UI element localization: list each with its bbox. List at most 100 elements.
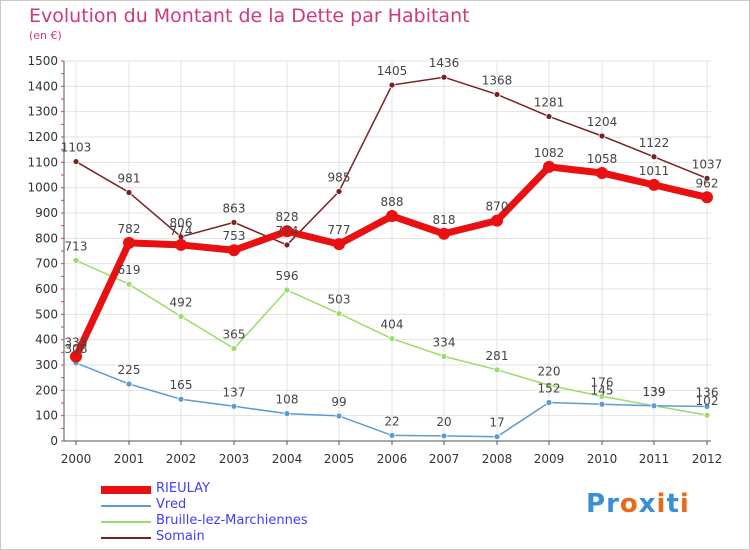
y-tick-label: 600 (35, 282, 58, 296)
y-tick-label: 1300 (27, 105, 58, 119)
y-tick-label: 1500 (27, 54, 58, 68)
data-point (493, 366, 501, 374)
data-point (386, 210, 398, 223)
x-tick-label: 2004 (272, 452, 303, 466)
data-label: 281 (486, 349, 509, 363)
data-label: 619 (118, 263, 141, 277)
data-label: 225 (118, 363, 141, 377)
data-label: 888 (381, 195, 404, 209)
data-label: 985 (328, 170, 351, 184)
legend-swatch-somain (101, 537, 151, 539)
y-tick-label: 700 (35, 257, 58, 271)
legend-swatch-vred (101, 505, 151, 507)
data-label: 1436 (429, 56, 460, 70)
data-point (703, 174, 711, 182)
data-label: 962 (696, 176, 719, 190)
data-label: 17 (489, 416, 504, 430)
data-label: 1368 (482, 73, 513, 87)
data-label: 774 (170, 224, 193, 238)
x-tick-label: 2005 (324, 452, 355, 466)
legend-item-somain: Somain (101, 529, 361, 545)
data-point (545, 113, 553, 120)
data-label: 503 (328, 293, 351, 307)
data-label: 20 (436, 415, 451, 429)
legend-label-bruille: Bruille-lez-Marchiennes (156, 513, 308, 528)
data-label: 870 (486, 200, 509, 214)
y-tick-label: 200 (35, 383, 58, 397)
data-label: 1082 (534, 146, 565, 160)
data-point (648, 178, 660, 191)
data-point (283, 410, 291, 418)
y-tick-label: 300 (35, 358, 58, 372)
data-point (175, 238, 187, 251)
data-point (703, 411, 711, 419)
data-label: 220 (538, 364, 561, 378)
y-tick-label: 1200 (27, 130, 58, 144)
data-label: 139 (643, 385, 666, 399)
data-label: 713 (65, 239, 88, 253)
data-point (650, 402, 658, 410)
legend-item-bruille: Bruille-lez-Marchiennes (101, 513, 361, 529)
y-tick-label: 800 (35, 231, 58, 245)
data-label: 1103 (61, 141, 92, 155)
data-point (491, 214, 503, 227)
series-layer (70, 73, 713, 441)
x-tick-label: 2009 (534, 452, 565, 466)
data-label: 145 (591, 383, 614, 397)
data-label: 404 (381, 318, 404, 332)
data-label: 596 (276, 269, 299, 283)
data-label: 165 (170, 378, 193, 392)
data-point (335, 188, 343, 195)
data-point (70, 350, 82, 363)
data-label: 308 (65, 342, 88, 356)
data-label: 365 (223, 328, 246, 342)
data-point (388, 335, 396, 343)
data-point (701, 191, 713, 204)
data-label: 981 (118, 171, 141, 185)
data-label: 806 (170, 216, 193, 230)
y-tick-label: 1400 (27, 79, 58, 93)
data-label: 139 (643, 385, 666, 399)
data-point (125, 380, 133, 388)
data-label: 102 (696, 394, 719, 408)
legend-swatch-rieulay (101, 486, 151, 494)
data-point (545, 381, 553, 389)
data-label: 782 (118, 222, 141, 236)
data-point (230, 218, 238, 226)
data-point (283, 286, 291, 294)
x-tick-label: 2002 (166, 452, 197, 466)
legend-item-vred: Vred (101, 497, 361, 513)
y-tick-label: 500 (35, 307, 58, 321)
data-label: 334 (433, 335, 456, 349)
y-tick-label: 400 (35, 333, 58, 347)
data-point (388, 432, 396, 439)
data-point (493, 91, 501, 98)
axis-layer: 0 100 200 300 400 500 600 700 800 900 1000 1100 1200… (27, 54, 722, 466)
y-tick-label: 100 (35, 409, 58, 423)
x-tick-label: 2006 (377, 452, 408, 466)
proxiti-logo: Proxiti (586, 489, 690, 519)
y-tick-label: 0 (50, 434, 58, 448)
data-point (283, 241, 291, 249)
legend-swatch-bruille (101, 521, 151, 523)
data-label: 828 (276, 210, 299, 224)
data-label: 152 (538, 381, 561, 395)
data-label: 333 (65, 336, 88, 350)
data-label: 777 (328, 223, 351, 237)
data-point (596, 166, 608, 179)
legend-item-rieulay: RIEULAY (101, 481, 361, 497)
data-label: 1122 (639, 136, 670, 150)
data-point (228, 244, 240, 257)
data-point (72, 158, 80, 165)
data-point (123, 236, 135, 249)
data-point (388, 81, 396, 89)
chart-unit: (en €) (29, 29, 62, 42)
data-point (440, 352, 448, 360)
data-point (598, 393, 606, 400)
data-label: 137 (223, 385, 246, 399)
legend-label-somain: Somain (156, 529, 205, 544)
data-label: 1037 (692, 157, 723, 171)
data-point (230, 345, 238, 352)
